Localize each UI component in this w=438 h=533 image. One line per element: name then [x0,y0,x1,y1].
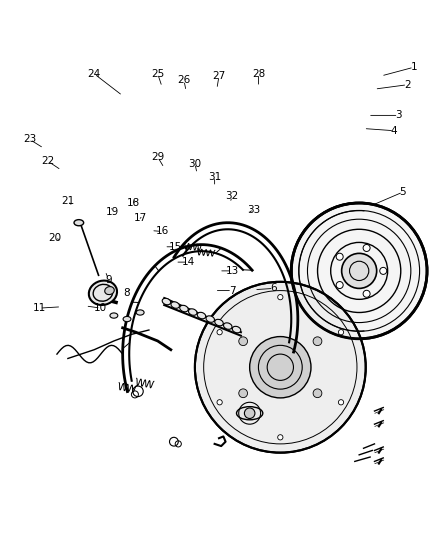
Ellipse shape [123,317,131,322]
Text: 29: 29 [151,152,164,162]
Circle shape [363,245,370,252]
Text: 9: 9 [105,274,112,285]
Text: 21: 21 [61,196,74,206]
Text: 31: 31 [208,172,221,182]
Text: 6: 6 [270,284,277,293]
Text: 11: 11 [33,303,46,313]
Ellipse shape [162,298,171,305]
Ellipse shape [105,287,114,295]
Text: 19: 19 [106,207,119,217]
Text: 18: 18 [127,198,140,208]
Circle shape [217,329,222,335]
Text: 26: 26 [177,75,191,85]
Circle shape [380,268,387,274]
Circle shape [217,400,222,405]
Text: 28: 28 [252,69,265,79]
Ellipse shape [237,407,263,420]
Circle shape [244,408,255,418]
Circle shape [239,337,247,345]
Text: 15: 15 [169,242,182,252]
Circle shape [278,435,283,440]
Circle shape [313,337,322,345]
Text: 25: 25 [151,69,164,79]
Circle shape [239,389,247,398]
Text: 1: 1 [410,62,417,72]
Ellipse shape [215,319,223,326]
Ellipse shape [232,326,241,333]
Text: 17: 17 [134,213,147,223]
Text: 27: 27 [212,71,226,81]
Ellipse shape [74,220,84,226]
Text: 20: 20 [48,233,61,243]
Circle shape [336,281,343,288]
Text: 22: 22 [42,156,55,166]
Text: 5: 5 [399,187,406,197]
Circle shape [336,253,343,260]
Text: 30: 30 [188,159,201,168]
Circle shape [291,203,427,339]
Text: 8: 8 [124,288,131,298]
Circle shape [363,290,370,297]
Circle shape [278,295,283,300]
Ellipse shape [136,310,144,315]
Circle shape [250,336,311,398]
Text: 23: 23 [23,134,36,144]
Text: 10: 10 [94,303,107,313]
Text: 24: 24 [88,69,101,79]
Ellipse shape [206,316,215,322]
Circle shape [195,282,366,453]
Ellipse shape [197,312,206,319]
Circle shape [339,400,344,405]
Ellipse shape [110,313,118,318]
Text: 16: 16 [155,227,169,237]
Circle shape [313,389,322,398]
Ellipse shape [188,309,197,316]
Ellipse shape [171,302,180,308]
Ellipse shape [89,280,117,305]
Text: 4: 4 [391,126,398,136]
Circle shape [339,329,344,335]
Text: 7: 7 [229,286,236,296]
Text: 32: 32 [226,191,239,201]
Text: 2: 2 [404,80,411,90]
Text: 3: 3 [395,110,402,120]
Text: 14: 14 [182,257,195,267]
Text: 13: 13 [226,266,239,276]
Ellipse shape [180,305,188,312]
Circle shape [342,253,377,288]
Text: 33: 33 [247,205,261,215]
Ellipse shape [223,323,232,329]
